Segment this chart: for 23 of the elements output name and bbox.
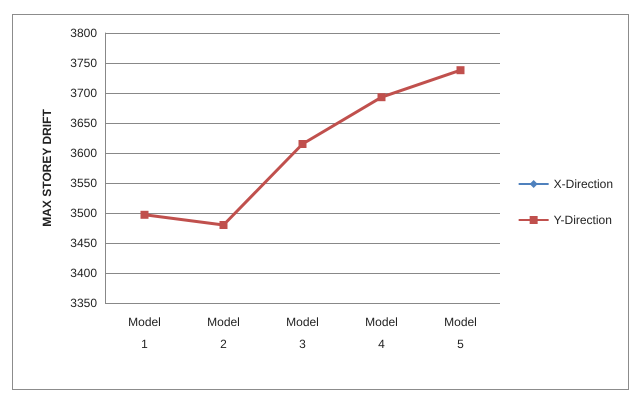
y-tick-label: 3500 xyxy=(70,206,98,220)
point xyxy=(298,140,306,148)
y-tick-label: 3450 xyxy=(70,236,98,250)
y-tick-label: 3650 xyxy=(70,116,98,130)
x-tick-label: Model 4 xyxy=(365,315,398,351)
y-tick-label: 3400 xyxy=(70,266,98,280)
x-tick-label: Model 1 xyxy=(128,315,161,351)
point xyxy=(140,210,148,219)
legend-label: X-Direction xyxy=(554,177,614,191)
point xyxy=(220,221,228,229)
y-tick-label: 3600 xyxy=(70,146,98,160)
y-tick-label: 3350 xyxy=(70,296,98,310)
x-tick-label: Model 2 xyxy=(207,315,240,351)
legend-label: Y-Direction xyxy=(554,213,612,227)
y-tick-label: 3750 xyxy=(70,56,98,70)
y-tick-label: 3550 xyxy=(70,176,98,190)
y-tick-label: 3800 xyxy=(70,26,98,40)
y-axis-title: MAX STOREY DRIFT xyxy=(40,108,54,227)
x-tick-label: Model 3 xyxy=(286,315,319,351)
y-tick-label: 3700 xyxy=(70,86,98,100)
x-tick-label: Model 5 xyxy=(444,315,477,351)
point xyxy=(456,66,464,74)
point xyxy=(378,93,386,102)
